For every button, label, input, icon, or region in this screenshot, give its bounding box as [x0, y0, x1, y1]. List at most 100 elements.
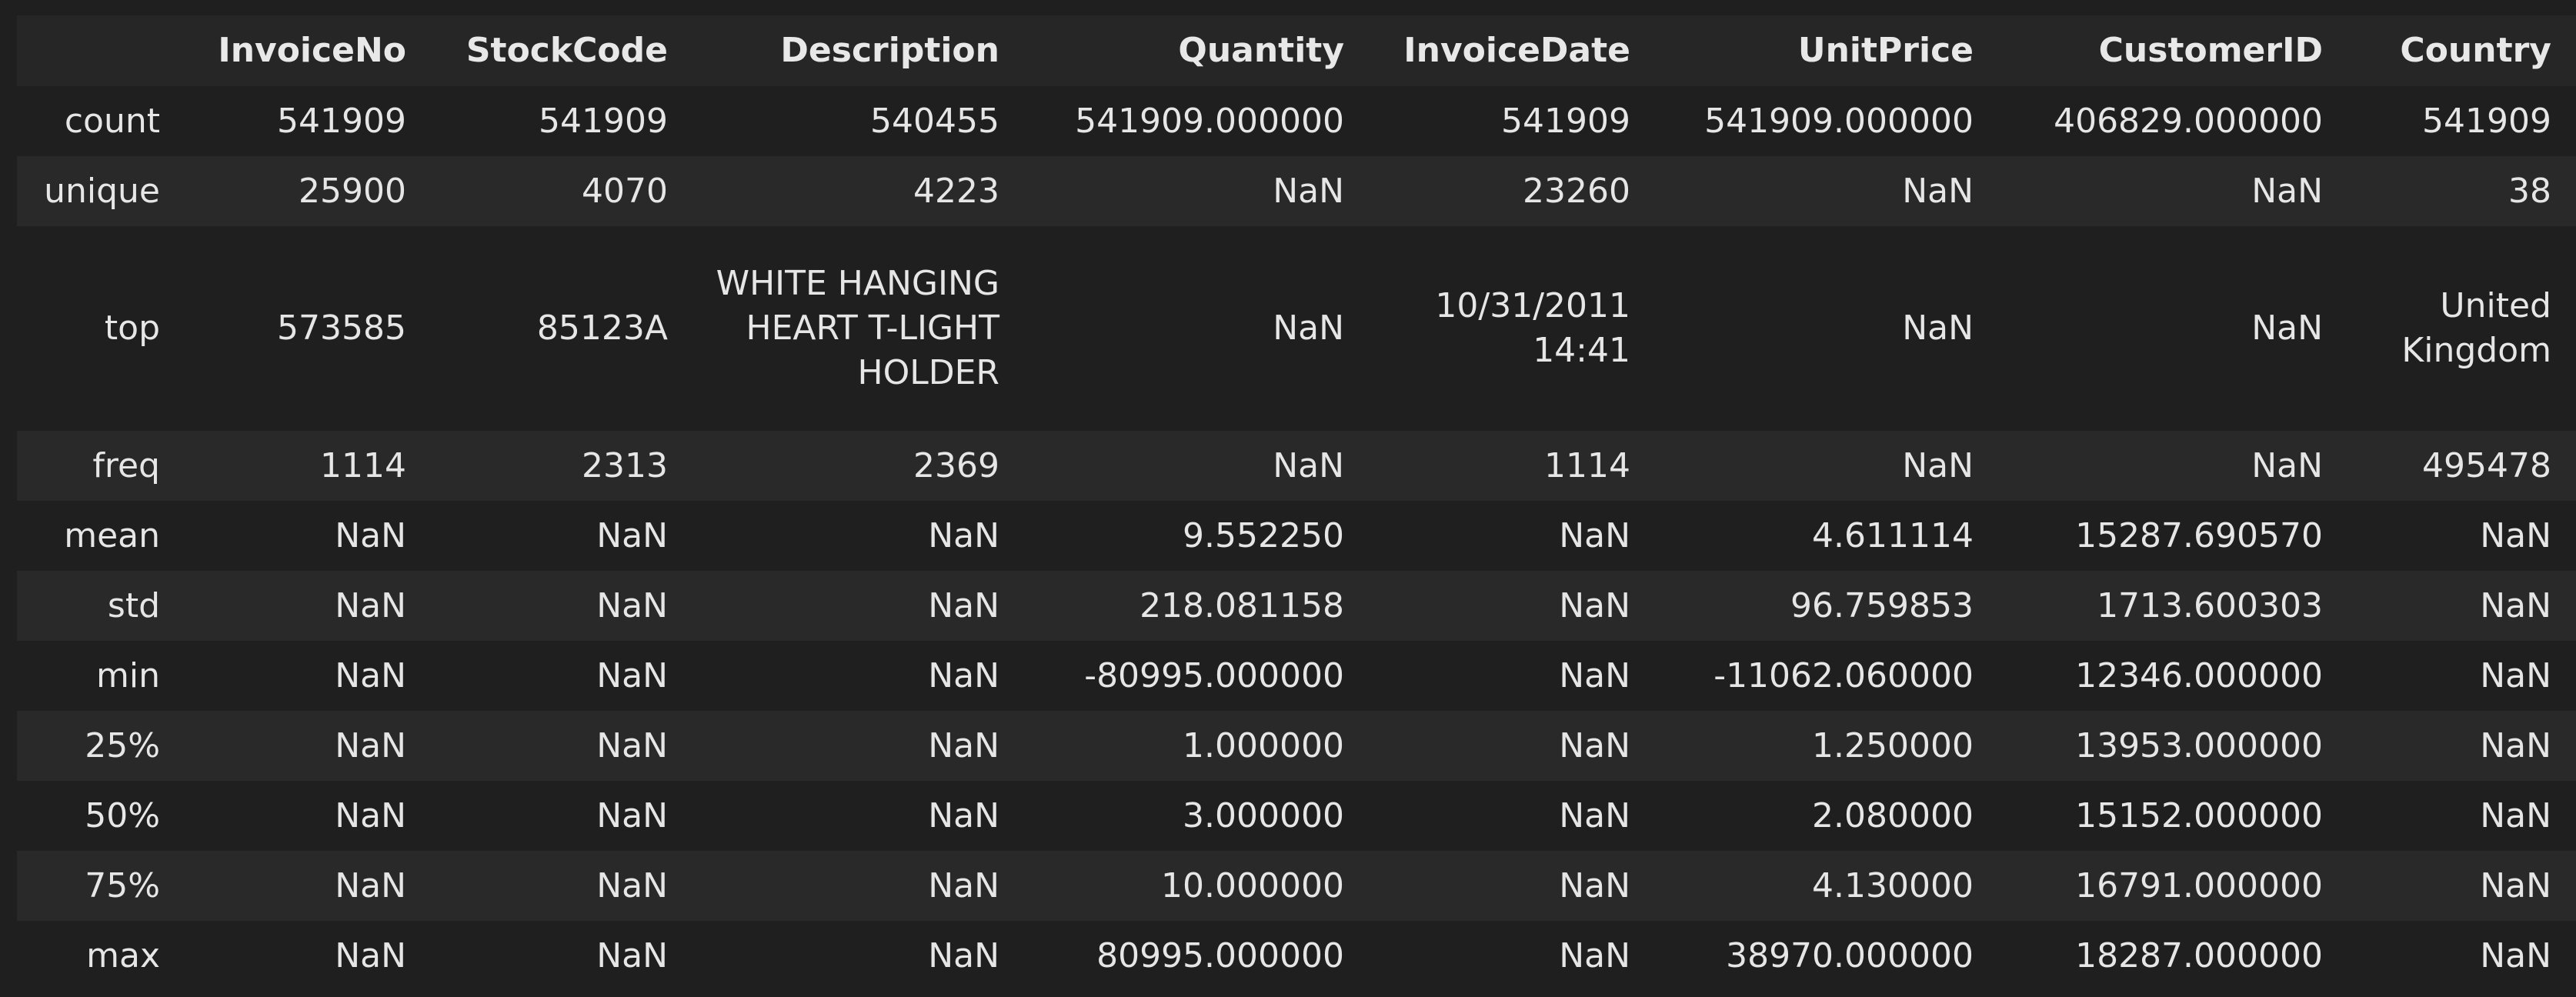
cell-invoiceno: 573585 [277, 308, 406, 348]
cell-stockcode: NaN [596, 935, 668, 975]
cell-invoicedate: NaN [1559, 935, 1630, 975]
table-row: 75% NaN NaN NaN 10.000000 NaN 4.130000 16791.00… [17, 851, 2576, 921]
row-label: 50% [85, 795, 160, 835]
row-label: 75% [85, 865, 160, 905]
column-header-quantity: Quantity [1024, 15, 1369, 86]
cell-unitprice: 38970.000000 [1726, 935, 1974, 975]
table-row: min NaN NaN NaN -80995.000000 NaN -11062.06000… [17, 641, 2576, 711]
cell-stockcode: NaN [596, 795, 668, 835]
row-label: std [107, 585, 160, 625]
cell-country: NaN [2480, 585, 2551, 625]
cell-description: NaN [928, 935, 999, 975]
cell-quantity: NaN [1273, 308, 1344, 348]
cell-customerid: 12346.000000 [2075, 655, 2323, 695]
cell-quantity: NaN [1273, 445, 1344, 485]
table-row: 50% NaN NaN NaN 3.000000 NaN 2.080000 15152.000… [17, 781, 2576, 851]
cell-unitprice: 96.759853 [1790, 585, 1974, 625]
cell-description: 540455 [870, 101, 999, 141]
cell-quantity: 9.552250 [1183, 515, 1344, 555]
cell-stockcode: NaN [596, 725, 668, 765]
column-header-invoicedate: InvoiceDate [1369, 15, 1655, 86]
cell-customerid: 15152.000000 [2075, 795, 2323, 835]
cell-country: NaN [2480, 935, 2551, 975]
cell-country: 495478 [2422, 445, 2551, 485]
cell-stockcode: 2313 [582, 445, 668, 485]
cell-country: NaN [2480, 795, 2551, 835]
cell-description: NaN [928, 725, 999, 765]
cell-invoicedate: 23260 [1523, 171, 1630, 211]
cell-quantity: 541909.000000 [1075, 101, 1344, 141]
cell-quantity: 3.000000 [1183, 795, 1344, 835]
table-row: std NaN NaN NaN 218.081158 NaN 96.759853 1713.6… [17, 571, 2576, 641]
cell-stockcode: NaN [596, 655, 668, 695]
table-row: count 541909 541909 540455 541909.000000 5419… [17, 86, 2576, 156]
cell-invoicedate: 1114 [1544, 445, 1630, 485]
cell-invoiceno: NaN [335, 865, 406, 905]
row-label: count [64, 101, 160, 141]
cell-country: NaN [2480, 515, 2551, 555]
table-row: 25% NaN NaN NaN 1.000000 NaN 1.250000 13953.000… [17, 711, 2576, 781]
cell-customerid: NaN [2251, 171, 2323, 211]
cell-customerid: NaN [2251, 308, 2323, 348]
row-label: unique [44, 171, 160, 211]
row-label: max [86, 935, 160, 975]
column-header-unitprice: UnitPrice [1655, 15, 1998, 86]
column-header-description: Description [692, 15, 1024, 86]
cell-description: 2369 [913, 445, 999, 485]
cell-description: 4223 [913, 171, 999, 211]
cell-description: NaN [928, 795, 999, 835]
cell-invoicedate: NaN [1559, 515, 1630, 555]
cell-quantity: 218.081158 [1140, 585, 1344, 625]
cell-unitprice: NaN [1902, 445, 1974, 485]
cell-invoicedate: 10/31/2011 14:41 [1435, 286, 1630, 370]
table-row: top 573585 85123A WHITE HANGING HEART T-LIG… [17, 226, 2576, 431]
cell-unitprice: -11062.060000 [1713, 655, 1974, 695]
cell-invoiceno: NaN [335, 655, 406, 695]
cell-customerid: 16791.000000 [2075, 865, 2323, 905]
cell-country: 541909 [2422, 101, 2551, 141]
row-label: freq [92, 445, 160, 485]
cell-invoiceno: NaN [335, 585, 406, 625]
cell-customerid: 13953.000000 [2075, 725, 2323, 765]
cell-unitprice: 4.130000 [1812, 865, 1974, 905]
cell-invoicedate: NaN [1559, 585, 1630, 625]
cell-unitprice: 4.611114 [1812, 515, 1974, 555]
cell-country: 38 [2508, 171, 2551, 211]
cell-quantity: 80995.000000 [1096, 935, 1344, 975]
cell-description: NaN [928, 515, 999, 555]
describe-table: InvoiceNo StockCode Description Quantity… [17, 15, 2576, 991]
cell-stockcode: 541909 [539, 101, 668, 141]
cell-customerid: NaN [2251, 445, 2323, 485]
cell-quantity: -80995.000000 [1084, 655, 1344, 695]
cell-invoiceno: NaN [335, 515, 406, 555]
cell-invoicedate: NaN [1559, 725, 1630, 765]
cell-invoiceno: 25900 [299, 171, 406, 211]
cell-customerid: 15287.690570 [2075, 515, 2323, 555]
table-row: mean NaN NaN NaN 9.552250 NaN 4.611114 15287.69… [17, 501, 2576, 571]
cell-unitprice: 2.080000 [1812, 795, 1974, 835]
cell-quantity: 1.000000 [1183, 725, 1344, 765]
cell-customerid: 18287.000000 [2075, 935, 2323, 975]
cell-stockcode: NaN [596, 865, 668, 905]
cell-stockcode: 85123A [536, 308, 668, 348]
cell-customerid: 406829.000000 [2054, 101, 2323, 141]
column-header-stockcode: StockCode [431, 15, 692, 86]
column-header-customerid: CustomerID [1998, 15, 2347, 86]
cell-description: WHITE HANGING HEART T-LIGHT HOLDER [716, 264, 999, 392]
cell-stockcode: 4070 [582, 171, 668, 211]
cell-invoicedate: NaN [1559, 655, 1630, 695]
cell-country: NaN [2480, 865, 2551, 905]
cell-description: NaN [928, 865, 999, 905]
cell-unitprice: 1.250000 [1812, 725, 1974, 765]
row-label: min [96, 655, 160, 695]
table-row: max NaN NaN NaN 80995.000000 NaN 38970.000000 1… [17, 921, 2576, 991]
table-body: count 541909 541909 540455 541909.000000 5419… [17, 86, 2576, 991]
cell-invoicedate: NaN [1559, 795, 1630, 835]
cell-quantity: 10.000000 [1161, 865, 1344, 905]
cell-unitprice: NaN [1902, 171, 1974, 211]
row-label: top [104, 308, 160, 348]
cell-stockcode: NaN [596, 585, 668, 625]
describe-table-container: InvoiceNo StockCode Description Quantity… [17, 15, 2576, 991]
table-row: freq 1114 2313 2369 NaN 1114 NaN NaN 495478 [17, 431, 2576, 501]
cell-invoiceno: NaN [335, 935, 406, 975]
